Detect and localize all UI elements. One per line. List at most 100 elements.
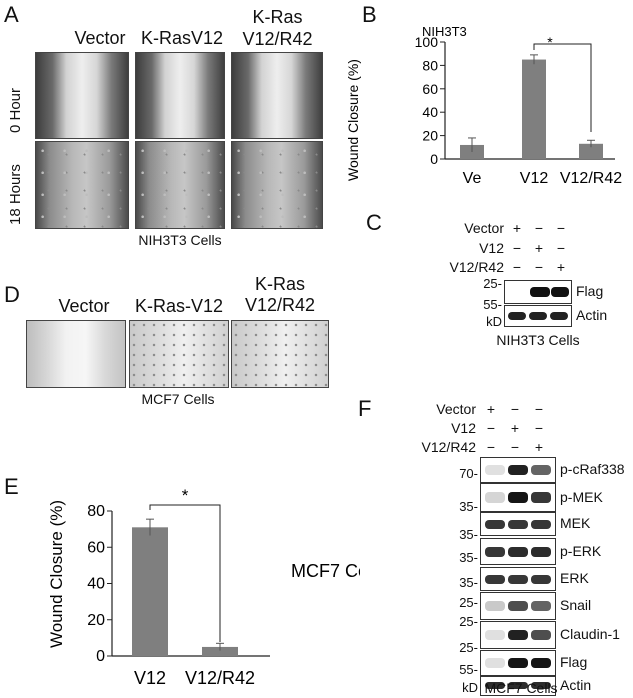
band bbox=[485, 465, 505, 475]
panel-label-c: C bbox=[366, 210, 382, 235]
band bbox=[531, 520, 551, 529]
panel-c-sign: − bbox=[512, 259, 522, 275]
panel-c-row-v12r42: V12/R42 bbox=[449, 259, 504, 275]
chart-b-wound-closure-nih3t3: NIH3T3 Wound Closure (%) 0 20 40 60 80 100 Ve… bbox=[345, 24, 622, 187]
panel-f-row-v12r42: V12/R42 bbox=[421, 439, 476, 455]
band bbox=[485, 575, 505, 584]
panel-d-column-krasv12r42: K-Ras V12/R42 bbox=[244, 274, 316, 315]
panel-f-marker: 35- bbox=[459, 499, 478, 514]
panel-c-sign: − bbox=[556, 220, 566, 236]
panel-c-marker-55: 55- bbox=[483, 297, 502, 312]
panel-f-row-vector: Vector bbox=[436, 401, 476, 417]
panel-f-sign: − bbox=[486, 420, 496, 436]
y-tick-label: 40 bbox=[422, 104, 438, 120]
y-tick-label: 60 bbox=[87, 539, 105, 556]
panel-f-blot-p-erk bbox=[480, 538, 556, 565]
x-tick-label: V12 bbox=[134, 668, 166, 688]
band bbox=[531, 601, 551, 611]
chart-b-significance-star: * bbox=[547, 34, 553, 50]
panel-f-marker: 25- bbox=[459, 640, 478, 655]
chart-e-ylabel: Wound Closure (%) bbox=[47, 500, 66, 648]
panel-f-marker: 35- bbox=[459, 575, 478, 590]
panel-f-band-label: ERK bbox=[560, 570, 589, 586]
panel-f-band-label: Snail bbox=[560, 597, 592, 613]
bar-v12 bbox=[522, 59, 546, 159]
panel-c-band-label-actin: Actin bbox=[576, 307, 608, 323]
y-tick-label: 80 bbox=[87, 503, 105, 520]
y-tick-label: 20 bbox=[87, 612, 105, 629]
panel-f-blot-snail bbox=[480, 592, 556, 620]
band bbox=[485, 520, 505, 529]
panel-label-d: D bbox=[4, 282, 20, 307]
micrograph-nih3t3-vector-0h bbox=[35, 52, 129, 139]
micrograph-nih3t3-v12-18h bbox=[135, 141, 225, 229]
panel-f-blot-mek bbox=[480, 512, 556, 536]
micrograph-mcf7-v12 bbox=[129, 320, 229, 388]
panel-f-row-v12: V12 bbox=[451, 420, 476, 436]
y-tick-label: 80 bbox=[422, 57, 438, 73]
panel-f-marker: 55- bbox=[459, 662, 478, 677]
band bbox=[485, 601, 505, 611]
panel-f-band-label: p-ERK bbox=[560, 542, 602, 559]
panel-f-band-label: p-cRaf338 bbox=[560, 461, 625, 477]
micrograph-nih3t3-v12r42-18h bbox=[231, 141, 323, 229]
band bbox=[485, 658, 505, 668]
significance-bracket bbox=[533, 43, 592, 132]
panel-c-marker-25: 25- bbox=[483, 276, 502, 291]
panel-c-row-v12: V12 bbox=[479, 240, 504, 256]
panel-d-caption: MCF7 Cells bbox=[141, 391, 215, 407]
band bbox=[531, 575, 551, 584]
x-tick-label: Ve bbox=[463, 170, 482, 187]
panel-f-marker: 25- bbox=[459, 595, 478, 610]
y-tick-label: 100 bbox=[415, 34, 439, 50]
panel-a-column-krasv12r42: K-Ras V12/R42 bbox=[242, 7, 313, 49]
band bbox=[508, 682, 528, 689]
panel-f-blot-p-mek bbox=[480, 483, 556, 512]
panel-c-band-label-flag: Flag bbox=[576, 283, 604, 299]
y-tick-label: 0 bbox=[96, 648, 105, 665]
x-tick-label: V12 bbox=[520, 170, 549, 187]
panel-f-band-label: MEK bbox=[560, 515, 591, 531]
panel-d-column-vector: Vector bbox=[58, 296, 110, 316]
panel-a-row-0hour: 0 Hour bbox=[7, 87, 24, 133]
y-tick-label: 60 bbox=[422, 81, 438, 97]
panel-f-sign: − bbox=[510, 401, 520, 417]
panel-c-sign: − bbox=[512, 240, 522, 256]
micrograph-nih3t3-v12r42-0h bbox=[231, 52, 323, 139]
panel-f-blot-p-craf338 bbox=[480, 457, 556, 483]
panel-f-band-label: p-MEK bbox=[560, 488, 603, 505]
panel-f-marker: kD bbox=[462, 680, 478, 695]
panel-f-blot-claudin-1 bbox=[480, 621, 556, 649]
band bbox=[508, 630, 528, 640]
band bbox=[508, 575, 528, 584]
x-tick-label: V12/R42 bbox=[185, 668, 255, 688]
panel-f-blot-actin bbox=[480, 676, 556, 696]
band bbox=[531, 630, 551, 640]
panel-d-column-krasv12: K-Ras-V12 bbox=[134, 296, 224, 316]
band bbox=[531, 492, 551, 503]
panel-f-band-label: Flag bbox=[560, 654, 588, 670]
panel-f-blot-flag bbox=[480, 650, 556, 676]
band bbox=[508, 465, 528, 475]
band bbox=[508, 492, 528, 503]
band bbox=[485, 682, 505, 689]
micrograph-nih3t3-vector-18h bbox=[35, 141, 129, 229]
panel-f-marker: 35- bbox=[459, 527, 478, 542]
panel-f-blot-erk bbox=[480, 567, 556, 591]
band bbox=[531, 547, 551, 557]
panel-c-caption: NIH3T3 Cells bbox=[496, 332, 580, 348]
band bbox=[508, 547, 528, 557]
panel-f-sign: + bbox=[534, 439, 544, 455]
band bbox=[531, 465, 551, 475]
panel-c-marker-kd: kD bbox=[486, 314, 502, 329]
panel-c-sign: − bbox=[556, 240, 566, 256]
significance-bracket bbox=[149, 504, 221, 642]
panel-label-f: F bbox=[358, 396, 372, 421]
panel-label-b: B bbox=[362, 2, 377, 27]
panel-f-marker: 25- bbox=[459, 614, 478, 629]
panel-label-a: A bbox=[4, 2, 19, 27]
chart-e-annotation: MCF7 Cells bbox=[291, 561, 360, 581]
band bbox=[508, 601, 528, 611]
chart-b-title: NIH3T3 bbox=[422, 24, 467, 39]
panel-a-column-krasv12: K-RasV12 bbox=[140, 28, 224, 48]
